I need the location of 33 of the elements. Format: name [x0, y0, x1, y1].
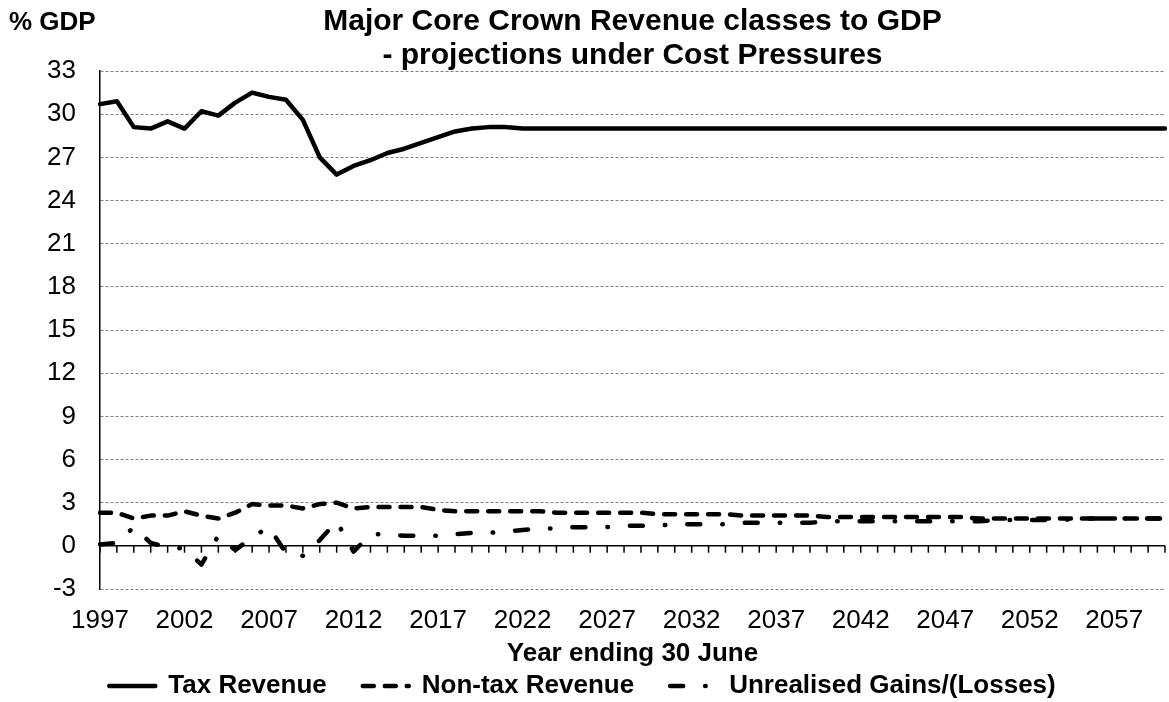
- legend-label: Unrealised Gains/(Losses): [729, 669, 1056, 700]
- x-tick-label: 2037: [747, 603, 806, 634]
- y-tick-label: 27: [47, 140, 76, 171]
- x-tick-label: 2047: [916, 603, 975, 634]
- x-tick-label: 2052: [1000, 603, 1059, 634]
- y-tick-label: 6: [61, 442, 76, 473]
- y-tick-label: 9: [61, 399, 76, 430]
- y-tick-label: 33: [47, 54, 76, 85]
- y-tick-label: 0: [61, 529, 76, 560]
- y-tick-label: 15: [47, 313, 76, 344]
- x-tick-label: 2002: [155, 603, 214, 634]
- x-tick-label: 2007: [240, 603, 298, 634]
- x-tick-label: 2027: [578, 603, 637, 634]
- legend-label: Tax Revenue: [168, 669, 327, 700]
- y-tick-label: 12: [47, 356, 76, 387]
- x-tick-label: 1997: [71, 603, 129, 634]
- x-tick-label: 2012: [324, 603, 383, 634]
- chart-subtitle: - projections under Cost Pressures: [381, 37, 884, 71]
- y-tick-label: 24: [47, 183, 76, 214]
- y-tick-label: 18: [47, 270, 76, 301]
- x-tick-label: 2057: [1085, 603, 1144, 634]
- x-tick-label: 2032: [662, 603, 721, 634]
- legend-label: Non-tax Revenue: [421, 669, 635, 700]
- y-tick-label: 3: [61, 485, 76, 516]
- y-tick-label: 30: [47, 97, 76, 128]
- x-tick-label: 2017: [409, 603, 468, 634]
- y-tick-label: -3: [52, 572, 76, 603]
- chart-title: Major Core Crown Revenue classes to GDP: [322, 3, 943, 37]
- y-axis-title: % GDP: [9, 6, 96, 36]
- y-tick-label: 21: [47, 226, 76, 257]
- x-axis-title: Year ending 30 June: [505, 637, 760, 667]
- x-tick-label: 2042: [831, 603, 890, 634]
- x-tick-label: 2022: [493, 603, 552, 634]
